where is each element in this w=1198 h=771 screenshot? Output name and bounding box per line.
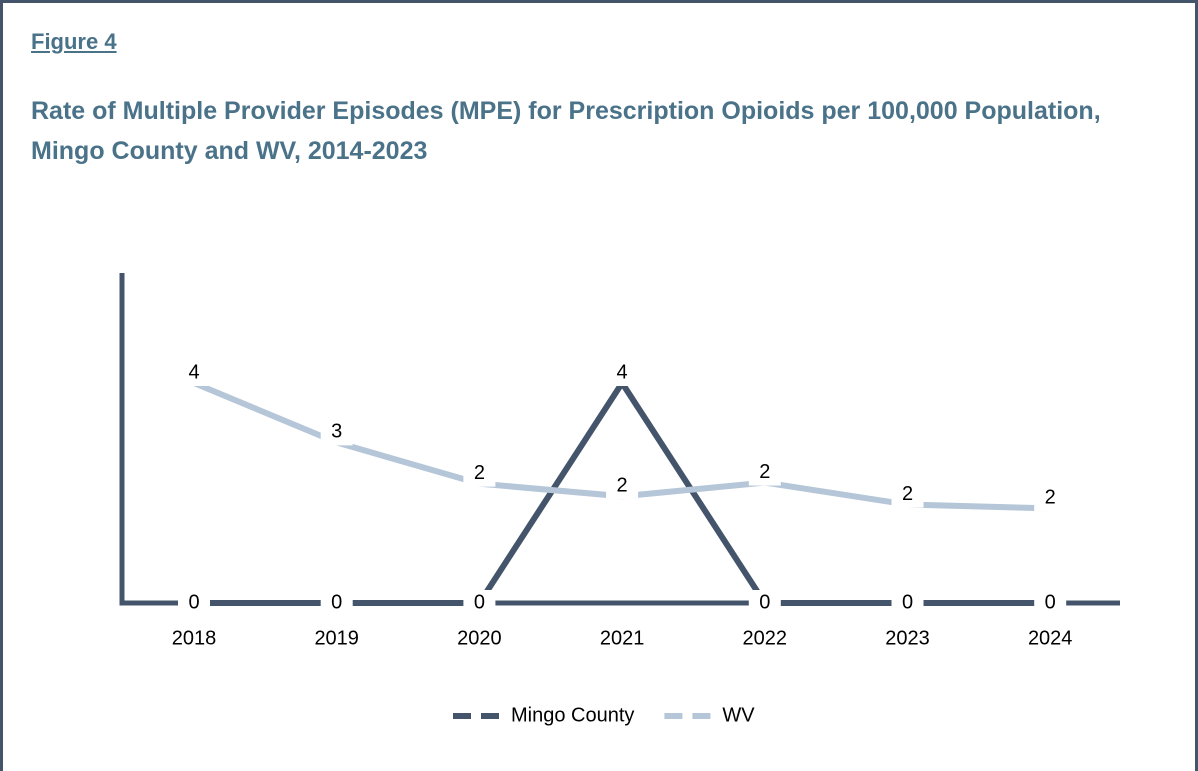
data-label-bg: [1034, 485, 1067, 512]
data-label: 0: [474, 591, 485, 613]
data-label: 2: [759, 461, 770, 483]
data-label-bg: [1034, 590, 1067, 616]
data-label: 4: [617, 361, 628, 383]
data-label: 2: [1045, 487, 1056, 509]
legend-label: Mingo County: [511, 704, 634, 726]
x-tick-label: 2020: [457, 627, 502, 649]
data-label: 2: [474, 462, 485, 484]
data-label: 2: [617, 475, 628, 497]
data-label-bg: [463, 460, 496, 487]
data-label: 3: [331, 421, 342, 443]
data-label: 0: [759, 591, 770, 613]
data-label-bg: [891, 481, 924, 508]
x-tick-label: 2021: [600, 627, 645, 649]
data-label: 0: [331, 591, 342, 613]
x-tick-label: 2024: [1028, 627, 1073, 649]
data-label-bg: [463, 590, 496, 616]
chart-title: Rate of Multiple Provider Episodes (MPE)…: [31, 97, 1101, 165]
data-label: 0: [902, 591, 913, 613]
data-label-bg: [748, 590, 781, 616]
x-tick-label: 2018: [172, 627, 217, 649]
data-label: 2: [902, 483, 913, 505]
data-label-bg: [748, 459, 781, 486]
data-label: 0: [1045, 591, 1056, 613]
data-label-bg: [606, 473, 639, 500]
legend-label: WV: [722, 704, 755, 726]
data-label-bg: [891, 590, 924, 616]
x-tick-label: 2023: [885, 627, 930, 649]
data-label: 0: [188, 591, 199, 613]
data-label-bg: [178, 360, 210, 386]
chart: 2018 2019 2020 2021 2022 2023 2024 0 0 0 4 0 0 0 4 3 2 2 2…: [119, 273, 1120, 726]
data-label-bg: [320, 419, 353, 446]
data-label-bg: [606, 360, 639, 386]
data-label-bg: [178, 590, 210, 616]
x-tick-label: 2019: [314, 627, 359, 649]
data-label-bg: [320, 590, 353, 616]
x-tick-label: 2022: [743, 627, 788, 649]
figure-label: Figure 4: [31, 29, 117, 54]
data-label: 4: [188, 361, 199, 383]
